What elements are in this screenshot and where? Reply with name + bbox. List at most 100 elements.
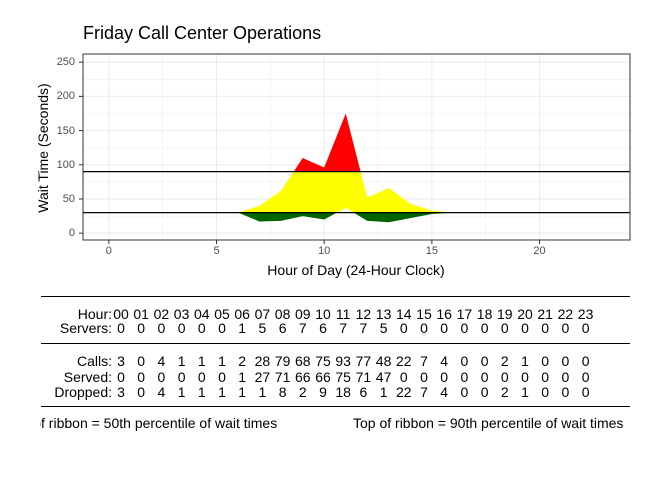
dropped-cell: 1: [258, 384, 267, 400]
hours-cell: 00: [113, 306, 129, 322]
calls-cell: 0: [581, 353, 590, 369]
calls-cell: 0: [480, 353, 489, 369]
dropped-cell: 6: [359, 384, 368, 400]
dropped-cell: 1: [177, 384, 186, 400]
caption-right: Top of ribbon = 90th percentile of wait …: [353, 415, 624, 431]
dropped-cell: 7: [420, 384, 428, 400]
calls-cell: 4: [440, 353, 449, 369]
y-tick-label: 50: [62, 192, 75, 205]
x-tick-label: 15: [425, 245, 438, 257]
dropped-cell: 0: [480, 384, 489, 400]
servers-cell: 7: [359, 320, 368, 336]
hours-cell: 15: [416, 306, 432, 322]
served-cell: 71: [355, 369, 372, 385]
served-cell: 0: [399, 369, 408, 385]
hours-cell: 13: [375, 306, 392, 322]
y-tick-label: 150: [56, 124, 75, 137]
servers-cell: 6: [319, 320, 327, 336]
servers-cell: 5: [258, 320, 267, 336]
servers-cell: 0: [137, 320, 146, 336]
calls-cell: 0: [561, 353, 570, 369]
dropped-cell: 8: [278, 384, 287, 400]
served-cell: 0: [440, 369, 449, 385]
ribbon-below-30: [238, 212, 454, 223]
calls-cell: 77: [355, 353, 372, 369]
calls-cell: 28: [254, 353, 271, 369]
servers-cell: 0: [440, 320, 449, 336]
servers-cell: 6: [278, 320, 287, 336]
servers-cell: 5: [379, 320, 388, 336]
ribbon-above-90: [293, 113, 361, 172]
servers-cell: 0: [177, 320, 186, 336]
served-cell: 0: [541, 369, 550, 385]
hours-cell: 04: [194, 306, 210, 322]
dropped-cell: 1: [521, 384, 529, 400]
served-cell: 0: [480, 369, 489, 385]
served-cell: 0: [218, 369, 226, 385]
servers-cell: 0: [420, 320, 428, 336]
x-tick-label: 5: [213, 245, 220, 257]
servers-cell: 0: [218, 320, 226, 336]
hour-row-label: Hour:: [77, 306, 112, 322]
reference-lines: [83, 171, 630, 214]
calls-cell: 1: [177, 353, 186, 369]
hours-cell: 17: [456, 306, 473, 322]
wait-time-ribbon: [238, 113, 454, 223]
servers-cell: 7: [298, 320, 307, 336]
servers-cell: 1: [238, 320, 247, 336]
dropped-row-label: Dropped:: [54, 384, 112, 400]
servers-cell: 0: [541, 320, 550, 336]
x-tick-label: 10: [318, 245, 331, 257]
dropped-cell: 9: [319, 384, 327, 400]
calls-cell: 1: [218, 353, 226, 369]
served-cell: 0: [521, 369, 529, 385]
hours-cell: 20: [517, 306, 533, 322]
calls-cell: 3: [117, 353, 125, 369]
dropped-cell: 1: [238, 384, 247, 400]
dropped-cell: 4: [157, 384, 166, 400]
dropped-cell: 22: [396, 384, 412, 400]
dropped-cell: 0: [460, 384, 469, 400]
hours-cell: 09: [295, 306, 311, 322]
calls-cell: 0: [541, 353, 550, 369]
hours-cell: 06: [234, 306, 250, 322]
hours-cell: 08: [274, 306, 291, 322]
ribbon-30-to-90: [238, 171, 454, 213]
served-cell: 0: [197, 369, 206, 385]
hours-cell: 10: [315, 306, 331, 322]
hours-cell: 19: [497, 306, 513, 322]
panel-border: [82, 53, 631, 241]
servers-row-label: Servers:: [59, 320, 112, 336]
dropped-cell: 1: [218, 384, 226, 400]
served-cell: 0: [420, 369, 428, 385]
table-rule-bottom: [41, 406, 630, 407]
served-cell: 71: [274, 369, 291, 385]
servers-cell: 0: [197, 320, 206, 336]
hours-cell: 14: [396, 306, 412, 322]
dropped-cell: 2: [298, 384, 307, 400]
calls-cell: 22: [396, 353, 412, 369]
dropped-cell: 0: [137, 384, 146, 400]
axis-ticks: [79, 61, 541, 244]
servers-cell: 0: [480, 320, 489, 336]
served-cell: 0: [157, 369, 166, 385]
hours-cell: 01: [133, 306, 149, 322]
served-cell: 0: [561, 369, 570, 385]
dropped-cell: 0: [561, 384, 570, 400]
x-tick-label: 0: [105, 245, 112, 257]
served-cell: 0: [581, 369, 590, 385]
y-tick-label: 0: [68, 227, 75, 240]
chart-title: Friday Call Center Operations: [83, 23, 322, 43]
hours-cell: 21: [537, 306, 553, 322]
hours-cell: 03: [173, 306, 190, 322]
dropped-cell: 1: [379, 384, 388, 400]
calls-cell: 0: [460, 353, 469, 369]
calls-cell: 2: [238, 353, 247, 369]
servers-cell: 0: [581, 320, 590, 336]
calls-cell: 75: [315, 353, 331, 369]
hours-cell: 07: [254, 306, 271, 322]
served-cell: 27: [254, 369, 271, 385]
calls-row-label: Calls:: [76, 353, 112, 369]
served-cell: 0: [500, 369, 509, 385]
